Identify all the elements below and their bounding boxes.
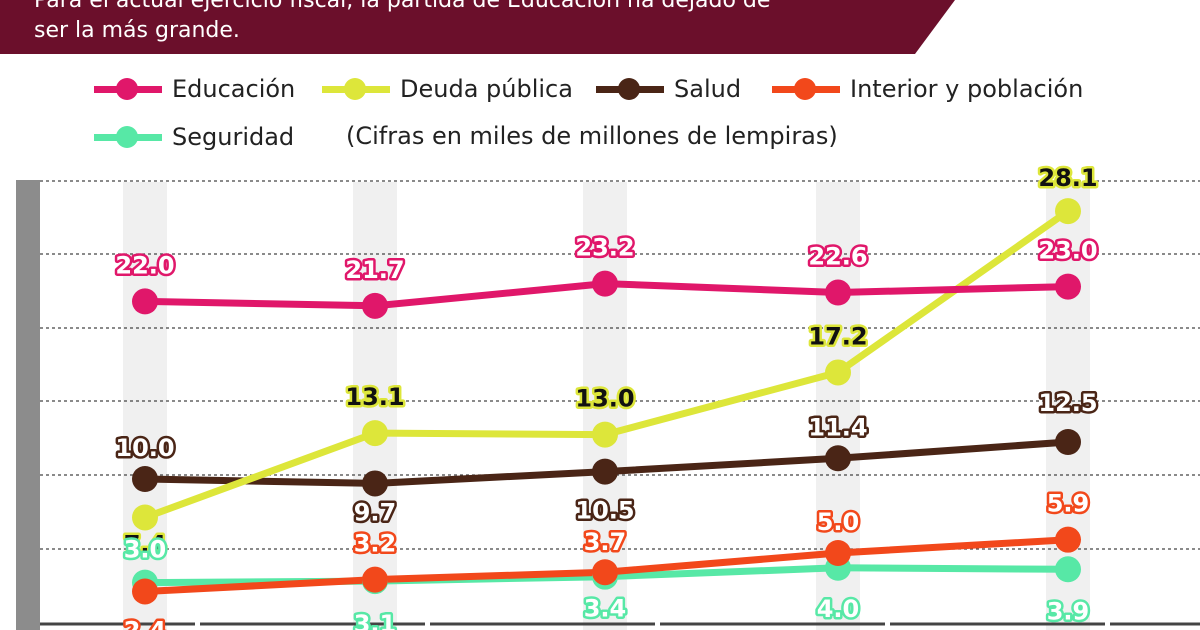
data-label-s1-3: 17.2 — [808, 322, 867, 350]
data-label-s2-0: 10.0 — [115, 434, 174, 462]
column-band-3 — [583, 182, 627, 630]
data-label-s0-2: 23.2 — [575, 234, 634, 262]
legend-dot — [344, 78, 366, 100]
data-label-s1-2: 13.0 — [575, 385, 634, 413]
data-label-s1-0: 7.4 — [124, 530, 167, 558]
data-point-s2-3 — [825, 445, 851, 472]
data-label-s3-4: 5.9 — [1047, 490, 1090, 518]
left-axis-bar — [16, 180, 40, 630]
legend-label-deuda-publica: Deuda pública — [400, 75, 573, 103]
data-label-s0-4: 23.0 — [1038, 237, 1097, 265]
legend-dot — [618, 78, 640, 100]
legend-item-deuda-publica: Deuda pública — [322, 74, 573, 104]
data-point-s4-4 — [1055, 556, 1081, 583]
legend-item-interior: Interior y población — [772, 74, 1083, 104]
legend-item-seguridad: Seguridad — [94, 122, 294, 152]
data-label-s4-0: 3.0 — [124, 536, 167, 564]
data-label-s4-1: 3.1 — [354, 610, 397, 630]
data-label-s2-1: 9.7 — [354, 498, 397, 526]
data-label-s0-0: 22.0 — [115, 251, 174, 279]
data-point-s2-0 — [132, 466, 158, 492]
legend-dot — [116, 78, 138, 100]
data-label-s1-1: 13.1 — [345, 383, 404, 411]
data-point-s1-3 — [825, 359, 851, 386]
data-label-s0-1: 21.7 — [345, 256, 404, 284]
data-label-s1-4: 28.1 — [1038, 164, 1097, 192]
data-point-s3-4 — [1055, 526, 1081, 553]
data-label-s4-4: 3.9 — [1047, 597, 1090, 625]
legend-swatch-interior — [772, 74, 840, 104]
legend-swatch-salud — [596, 74, 664, 104]
legend-dot — [794, 78, 816, 100]
data-label-s3-3: 5.0 — [817, 508, 860, 536]
legend-label-seguridad: Seguridad — [172, 123, 295, 151]
data-point-s3-1 — [362, 566, 388, 593]
data-label-s4-3: 4.0 — [817, 595, 860, 623]
data-label-s3-0: 2.4 — [124, 616, 167, 630]
banner-shape — [0, 0, 955, 54]
data-label-s2-3: 11.4 — [808, 413, 867, 441]
series-labels: 22.0 21.7 23.2 22.6 23.0 7.4 13.1 13.0 17.2 28.1 1… — [113, 162, 1100, 630]
data-point-s2-2 — [592, 458, 618, 485]
legend-swatch-seguridad — [94, 122, 162, 152]
data-label-s2-4: 12.5 — [1038, 389, 1097, 417]
legend-dot — [116, 126, 138, 148]
chart-subtitle: Para el actual ejercicio fiscal, la part… — [34, 0, 771, 43]
legend-item-educacion: Educación — [94, 74, 295, 104]
legend-label-educacion: Educación — [172, 75, 296, 103]
data-label-s0-3: 22.6 — [808, 243, 867, 271]
column-band-5 — [1046, 182, 1090, 630]
data-point-s3-2 — [592, 559, 618, 586]
data-point-s1-0 — [132, 504, 158, 531]
column-band-1 — [123, 182, 167, 630]
column-bands — [123, 182, 1090, 630]
data-point-s0-4 — [1055, 273, 1081, 300]
data-label-s2-2: 10.5 — [575, 497, 634, 525]
data-point-s1-4 — [1055, 198, 1081, 225]
legend-swatch-educacion — [94, 74, 162, 104]
data-point-s1-1 — [362, 420, 388, 447]
data-point-s3-0 — [132, 578, 158, 605]
data-label-s4-2: 3.4 — [584, 595, 627, 623]
units-note: (Cifras en miles de millones de lempiras… — [346, 122, 838, 150]
data-point-s3-3 — [825, 540, 851, 566]
data-point-s0-2 — [592, 270, 618, 297]
data-point-s2-4 — [1055, 429, 1081, 455]
header-banner — [0, 0, 955, 54]
data-point-s0-1 — [362, 292, 388, 319]
series-points — [132, 198, 1081, 605]
legend-label-salud: Salud — [674, 75, 742, 103]
data-point-s1-2 — [592, 421, 618, 448]
legend-swatch-deuda-publica — [322, 74, 390, 104]
data-point-s0-0 — [132, 288, 158, 315]
data-label-s3-1: 3.2 — [354, 530, 397, 558]
legend-item-salud: Salud — [596, 74, 741, 104]
data-point-s2-1 — [362, 470, 388, 497]
data-label-s3-2: 3.7 — [584, 528, 627, 556]
data-point-s0-3 — [825, 279, 851, 306]
chart-legend: Educación Deuda pública Salud Interior y… — [0, 62, 1200, 162]
column-band-2 — [353, 182, 397, 630]
legend-label-interior: Interior y población — [850, 75, 1084, 103]
